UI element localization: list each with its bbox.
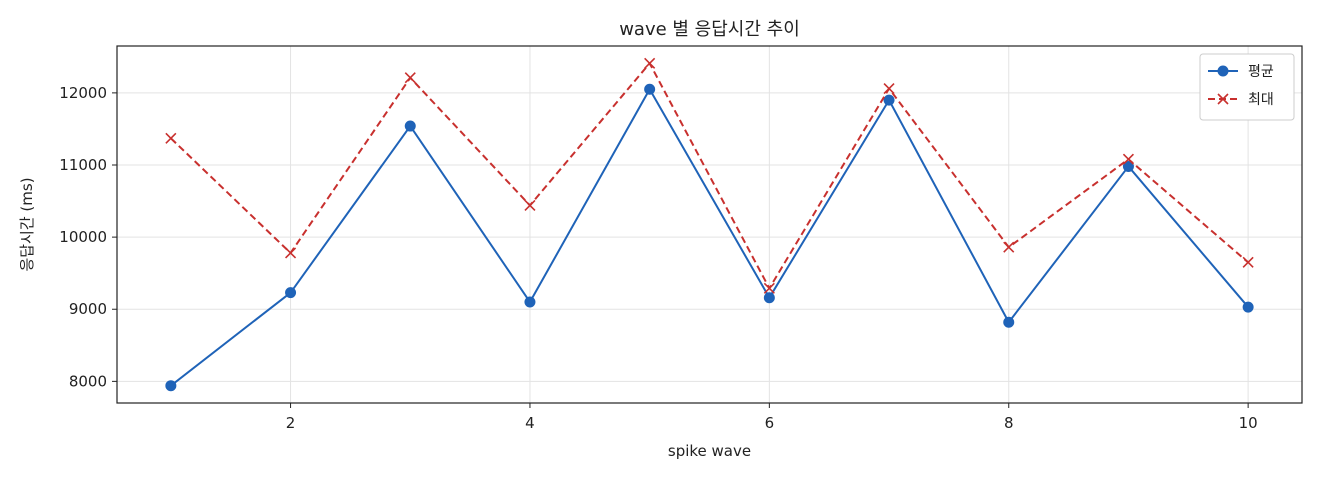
- y-tick-label: 9000: [69, 300, 107, 318]
- data-point: [763, 282, 775, 294]
- data-point: [1003, 241, 1015, 253]
- legend-label: 평균: [1248, 64, 1274, 80]
- data-point: [1122, 153, 1135, 165]
- axis-ticks: 2 4 6 8 10 8000 9000 10000 11000 12000: [59, 84, 1257, 432]
- data-point: [1242, 301, 1254, 313]
- y-tick-label: 8000: [69, 372, 107, 390]
- data-point: [644, 83, 656, 95]
- grid-lines: [117, 46, 1302, 403]
- legend-marker: [1217, 65, 1229, 77]
- data-point: [524, 296, 536, 308]
- legend-item-2: 최대: [1208, 92, 1274, 108]
- x-tick-label: 10: [1239, 414, 1258, 432]
- plot-area-frame: [116, 45, 1303, 404]
- data-point: [883, 94, 895, 106]
- x-tick-label: 2: [286, 414, 296, 432]
- y-tick-label: 10000: [59, 228, 107, 246]
- x-tick-label: 4: [525, 414, 535, 432]
- data-point: [284, 247, 297, 259]
- chart-title: wave 별 응답시간 추이: [619, 19, 800, 40]
- data-point: [285, 287, 297, 299]
- data-point: [763, 292, 775, 304]
- data-point: [883, 82, 895, 95]
- data-point: [404, 120, 416, 132]
- series-2: [165, 57, 1254, 294]
- data-point: [644, 57, 656, 69]
- legend-item-1: 평균: [1208, 64, 1274, 80]
- data-point: [165, 380, 177, 392]
- data-point: [165, 132, 177, 144]
- x-tick-label: 6: [765, 414, 775, 432]
- data-point: [1003, 316, 1015, 328]
- data-point: [524, 199, 536, 211]
- data-point: [404, 72, 416, 84]
- legend-box: [1199, 53, 1295, 121]
- x-axis-label: spike wave: [668, 442, 751, 460]
- y-tick-label: 11000: [59, 156, 107, 174]
- data-point: [1122, 160, 1134, 172]
- legend-marker: [1217, 93, 1229, 105]
- series-1: [165, 83, 1254, 392]
- series-line: [170, 88, 1249, 387]
- data-point: [1242, 256, 1254, 268]
- x-tick-label: 8: [1004, 414, 1014, 432]
- legend-label: 최대: [1248, 92, 1274, 108]
- series-line: [170, 62, 1249, 290]
- series-layer: [165, 57, 1254, 392]
- y-axis-label: 응답시간 (ms): [18, 177, 36, 271]
- y-tick-label: 12000: [59, 84, 107, 102]
